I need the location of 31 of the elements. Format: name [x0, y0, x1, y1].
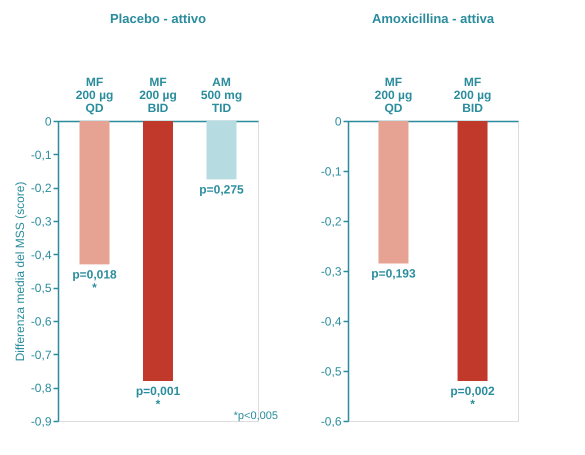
annotation: *p<0,005 — [234, 410, 278, 422]
y-tick-label: -0,5 — [30, 281, 52, 296]
x-tick-label: AM 500 mg TID — [200, 75, 242, 115]
y-tick-label: -0,8 — [30, 381, 52, 396]
x-tick-label: MF 200 µg QD — [374, 75, 412, 115]
y-tick-label: -0,2 — [320, 214, 342, 228]
annotation: p=0,018 * — [72, 267, 118, 294]
y-tick-label: -0,3 — [30, 214, 52, 228]
annotation: p=0,275 — [199, 182, 244, 196]
x-tick-label: MF 200 µg BID — [454, 75, 492, 115]
y-tick-label: -0,6 — [320, 414, 342, 428]
annotation: p=0,001 * — [136, 384, 181, 411]
y-tick-label: 0 — [44, 114, 52, 128]
y-tick-label: -0,4 — [30, 248, 52, 262]
x-tick-label: MF 200 µg BID — [139, 75, 177, 115]
y-axis-title: Differenza media del MSS (score) — [12, 182, 27, 362]
y-tick-label: -0,1 — [320, 164, 342, 178]
y-tick-label: -0,4 — [320, 314, 342, 328]
y-tick-label: -0,7 — [30, 348, 52, 362]
y-tick-label: -0,5 — [320, 364, 342, 378]
annotation: p=0,002 * — [450, 384, 496, 411]
chart-title: Amoxicillina - attiva — [372, 11, 495, 26]
y-tick-label: -0,3 — [320, 264, 342, 278]
x-tick-label: MF 200 µg QD — [76, 75, 114, 115]
y-tick-label: -0,6 — [30, 314, 52, 328]
chart-title: Placebo - attivo — [110, 11, 206, 26]
y-tick-label: 0 — [334, 114, 342, 128]
annotation: p=0,193 — [371, 266, 416, 280]
y-tick-label: -0,1 — [30, 148, 52, 162]
y-tick-label: -0,9 — [30, 414, 52, 428]
y-tick-label: -0,2 — [30, 181, 52, 196]
